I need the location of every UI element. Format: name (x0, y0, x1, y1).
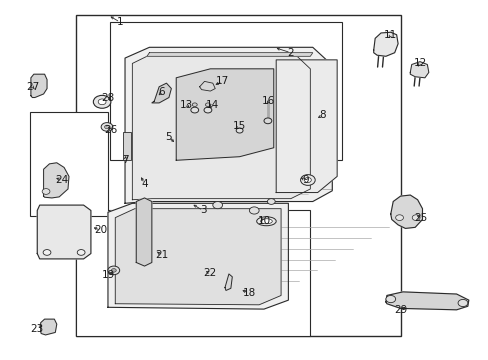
Text: 12: 12 (412, 58, 426, 68)
Text: 17: 17 (216, 76, 229, 86)
Text: 23: 23 (31, 324, 44, 334)
Polygon shape (276, 60, 336, 193)
Text: 24: 24 (55, 175, 68, 185)
Polygon shape (199, 81, 215, 91)
Polygon shape (108, 203, 288, 309)
Circle shape (104, 125, 109, 129)
Polygon shape (43, 163, 69, 198)
Text: 5: 5 (165, 132, 172, 142)
Polygon shape (385, 292, 468, 310)
Circle shape (111, 269, 116, 272)
Circle shape (411, 215, 419, 221)
Circle shape (300, 175, 315, 185)
Circle shape (236, 128, 243, 133)
Text: 3: 3 (199, 206, 206, 216)
Text: 22: 22 (203, 268, 217, 278)
Text: 27: 27 (26, 82, 39, 92)
Text: 11: 11 (384, 30, 397, 40)
Circle shape (457, 300, 467, 307)
Circle shape (385, 296, 395, 303)
Text: 9: 9 (302, 175, 308, 185)
Circle shape (203, 107, 211, 113)
Polygon shape (136, 198, 152, 266)
Polygon shape (31, 74, 47, 98)
Text: 29: 29 (393, 305, 407, 315)
Text: 4: 4 (141, 179, 147, 189)
Polygon shape (115, 209, 281, 305)
Polygon shape (409, 62, 428, 78)
Circle shape (304, 177, 311, 183)
Circle shape (249, 207, 259, 214)
Circle shape (93, 95, 111, 108)
Circle shape (43, 249, 51, 255)
Bar (76, 211, 310, 336)
Text: 21: 21 (155, 250, 168, 260)
Ellipse shape (260, 219, 272, 224)
Circle shape (108, 266, 120, 275)
Text: 25: 25 (413, 213, 427, 222)
Text: 28: 28 (101, 93, 114, 103)
Circle shape (212, 202, 222, 209)
Text: 13: 13 (179, 100, 192, 110)
Circle shape (395, 215, 403, 221)
Circle shape (205, 103, 210, 107)
Polygon shape (390, 195, 422, 228)
Circle shape (190, 107, 198, 113)
Circle shape (192, 103, 197, 107)
Polygon shape (147, 53, 312, 56)
Circle shape (267, 199, 275, 204)
Text: 15: 15 (232, 121, 246, 131)
Circle shape (98, 99, 106, 105)
Polygon shape (152, 83, 171, 103)
Circle shape (101, 123, 113, 131)
Text: 26: 26 (103, 125, 117, 135)
Bar (110, 22, 341, 160)
Circle shape (77, 249, 85, 255)
Text: 10: 10 (257, 216, 270, 226)
Text: 14: 14 (206, 100, 219, 110)
Text: 1: 1 (117, 17, 123, 27)
Text: 16: 16 (262, 96, 275, 106)
Ellipse shape (256, 217, 276, 226)
Text: 6: 6 (158, 87, 164, 97)
Polygon shape (37, 205, 91, 259)
Polygon shape (125, 47, 331, 203)
Text: 20: 20 (94, 225, 107, 235)
Bar (30, 112, 108, 216)
Polygon shape (373, 32, 397, 56)
Text: 8: 8 (319, 111, 325, 121)
Text: 7: 7 (122, 155, 128, 165)
Bar (122, 132, 131, 160)
Text: 19: 19 (101, 270, 114, 280)
Polygon shape (132, 53, 310, 200)
Polygon shape (41, 319, 57, 335)
Polygon shape (176, 69, 273, 160)
Text: 2: 2 (287, 48, 294, 58)
Circle shape (264, 118, 271, 124)
Polygon shape (224, 274, 232, 291)
Circle shape (42, 189, 50, 194)
Bar (76, 15, 400, 336)
Text: 18: 18 (242, 288, 256, 298)
